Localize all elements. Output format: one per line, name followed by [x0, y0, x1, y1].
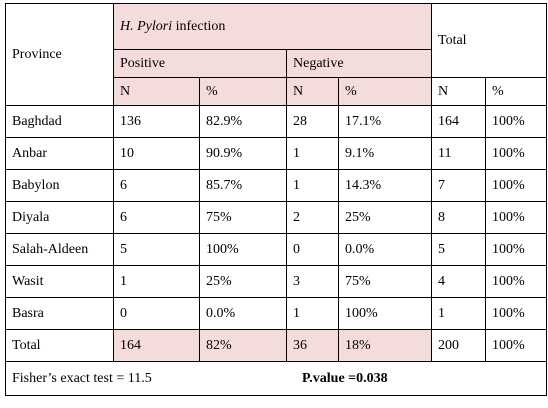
province-cell: Baghdad	[5, 105, 114, 138]
cell: 10	[113, 137, 200, 170]
cell: 100%	[485, 201, 547, 234]
fisher-test-text: Fisher’s exact test = 11.5	[12, 370, 152, 386]
cell: 0	[286, 233, 339, 266]
cell: 85.7%	[199, 169, 287, 202]
cell: 9.1%	[338, 137, 432, 170]
infection-label: infection	[172, 18, 226, 34]
table-row: Salah-Aldeen 5 100% 0 0.0% 5 100%	[5, 233, 547, 266]
cell: 6	[113, 201, 200, 234]
cell: 100%	[338, 297, 432, 330]
cell: 200	[431, 329, 486, 362]
negative-header: Negative	[286, 49, 432, 78]
cell: 25%	[338, 201, 432, 234]
hpylori-province-table: Province H. Pylori infection Total Posit…	[5, 3, 547, 396]
cell: 1	[286, 169, 339, 202]
cell: 1	[113, 265, 200, 298]
cell: 11	[431, 137, 486, 170]
table-row: Baghdad 136 82.9% 28 17.1% 164 100%	[5, 105, 547, 138]
cell: 90.9%	[199, 137, 287, 170]
cell: 5	[113, 233, 200, 266]
cell: 28	[286, 105, 339, 138]
footer-row: Fisher’s exact test = 11.5 P.value =0.03…	[5, 361, 547, 396]
cell: 82.9%	[199, 105, 287, 138]
cell: 100%	[485, 265, 547, 298]
cell: 100%	[485, 137, 547, 170]
cell: 18%	[338, 329, 432, 362]
table-row: Babylon 6 85.7% 1 14.3% 7 100%	[5, 169, 547, 202]
sub-header-pct: %	[485, 77, 547, 106]
total-header: Total	[431, 3, 547, 78]
cell: 7	[431, 169, 486, 202]
cell: 2	[286, 201, 339, 234]
pvalue-text: P.value =0.038	[302, 370, 388, 386]
province-cell: Anbar	[5, 137, 114, 170]
footer-cell: Fisher’s exact test = 11.5 P.value =0.03…	[5, 361, 547, 396]
sub-header-pct: %	[338, 77, 432, 106]
province-header: Province	[5, 3, 114, 106]
province-cell: Diyala	[5, 201, 114, 234]
cell: 0.0%	[338, 233, 432, 266]
cell: 100%	[485, 329, 547, 362]
table-row: Anbar 10 90.9% 1 9.1% 11 100%	[5, 137, 547, 170]
cell: 100%	[485, 169, 547, 202]
cell: 1	[286, 297, 339, 330]
table-row: Diyala 6 75% 2 25% 8 100%	[5, 201, 547, 234]
cell: 14.3%	[338, 169, 432, 202]
cell: 75%	[199, 201, 287, 234]
cell: 136	[113, 105, 200, 138]
cell: 164	[113, 329, 200, 362]
cell: 36	[286, 329, 339, 362]
province-cell: Babylon	[5, 169, 114, 202]
cell: 4	[431, 265, 486, 298]
positive-header: Positive	[113, 49, 287, 78]
cell: 3	[286, 265, 339, 298]
province-cell: Basra	[5, 297, 114, 330]
cell: 6	[113, 169, 200, 202]
cell: 17.1%	[338, 105, 432, 138]
cell: 1	[431, 297, 486, 330]
cell: 25%	[199, 265, 287, 298]
cell: 100%	[485, 297, 547, 330]
cell: 100%	[485, 233, 547, 266]
cell: 0.0%	[199, 297, 287, 330]
cell: 8	[431, 201, 486, 234]
cell: 164	[431, 105, 486, 138]
total-row: Total 164 82% 36 18% 200 100%	[5, 329, 547, 362]
sub-header-n: N	[431, 77, 486, 106]
cell: 82%	[199, 329, 287, 362]
province-cell: Salah-Aldeen	[5, 233, 114, 266]
cell: 75%	[338, 265, 432, 298]
province-cell: Wasit	[5, 265, 114, 298]
infection-header: H. Pylori infection	[113, 3, 432, 50]
table-row: Wasit 1 25% 3 75% 4 100%	[5, 265, 547, 298]
sub-header-n: N	[113, 77, 200, 106]
cell: 100%	[199, 233, 287, 266]
table-row: Basra 0 0.0% 1 100% 1 100%	[5, 297, 547, 330]
sub-header-n: N	[286, 77, 339, 106]
cell: 0	[113, 297, 200, 330]
sub-header-pct: %	[199, 77, 287, 106]
infection-italic-label: H. Pylori	[120, 18, 173, 34]
total-label: Total	[5, 329, 114, 362]
cell: 100%	[485, 105, 547, 138]
cell: 5	[431, 233, 486, 266]
cell: 1	[286, 137, 339, 170]
